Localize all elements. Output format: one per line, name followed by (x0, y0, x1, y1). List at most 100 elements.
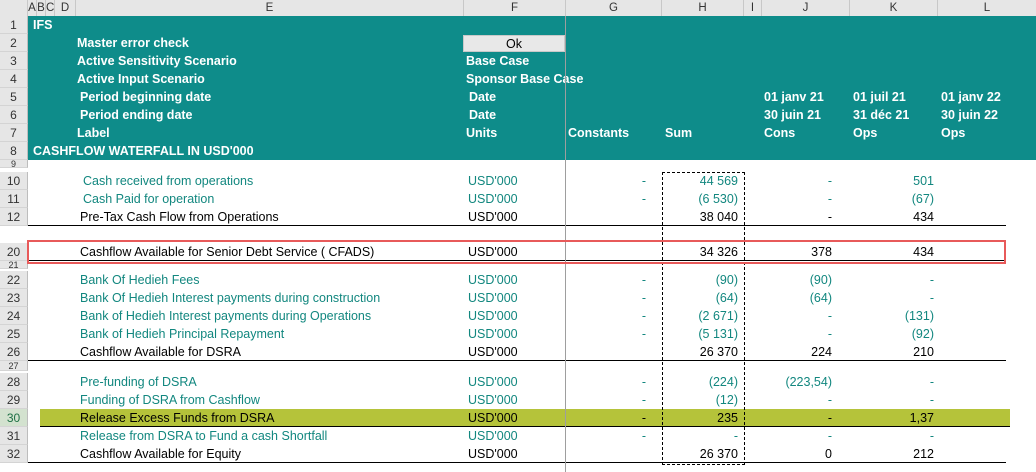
row-label[interactable]: Cash Paid for operation (83, 192, 215, 206)
units-cell[interactable]: USD'000 (468, 327, 518, 341)
period-k-cell[interactable]: 212 (913, 447, 934, 461)
units-cell[interactable]: USD'000 (468, 210, 518, 224)
constants-cell[interactable]: - (641, 393, 646, 407)
row-label[interactable]: Release from DSRA to Fund a cash Shortfa… (80, 429, 328, 443)
period-k-cell[interactable]: 210 (913, 345, 934, 359)
sum-cell[interactable]: (64) (715, 291, 738, 305)
units-cell[interactable]: USD'000 (468, 192, 518, 206)
row-label[interactable]: Bank Of Hedieh Interest payments during … (80, 291, 381, 305)
constants-cell[interactable]: - (641, 192, 646, 206)
row-header[interactable]: 12 (0, 208, 28, 226)
row-header[interactable]: 10 (0, 172, 28, 190)
row-header[interactable]: 28 (0, 373, 28, 391)
column-header[interactable]: D (55, 0, 76, 16)
column-header[interactable]: G (566, 0, 662, 16)
row-label[interactable]: Cashflow Available for DSRA (80, 345, 241, 359)
units-cell[interactable]: USD'000 (468, 245, 518, 259)
row-label[interactable]: Bank of Hedieh Interest payments during … (80, 309, 372, 323)
row-header[interactable]: 25 (0, 325, 28, 343)
units-cell[interactable]: USD'000 (468, 345, 518, 359)
period-k-cell[interactable]: 501 (913, 174, 934, 188)
row-header[interactable]: 23 (0, 289, 28, 307)
row-header[interactable]: 27 (0, 361, 28, 371)
constants-cell[interactable]: - (641, 174, 646, 188)
period-k-cell[interactable]: (92) (911, 327, 934, 341)
sum-cell[interactable]: 26 370 (699, 345, 738, 359)
row-label[interactable]: Cashflow Available for Equity (80, 447, 241, 461)
units-cell[interactable]: USD'000 (468, 291, 518, 305)
period-j-cell[interactable]: - (827, 429, 832, 443)
column-header[interactable]: I (744, 0, 762, 16)
sum-cell[interactable]: 235 (717, 411, 738, 425)
row-header[interactable]: 9 (0, 160, 28, 169)
period-k-cell[interactable]: (67) (911, 192, 934, 206)
period-j-cell[interactable]: - (827, 411, 832, 425)
sum-cell[interactable]: 34 326 (699, 245, 738, 259)
master-error-check-value[interactable]: Ok (463, 35, 565, 52)
row-label[interactable]: Bank of Hedieh Principal Repayment (80, 327, 285, 341)
sum-cell[interactable]: - (733, 429, 738, 443)
row-header[interactable]: 21 (0, 261, 28, 270)
period-k-cell[interactable]: 1,37 (909, 411, 934, 425)
sum-cell[interactable]: (224) (708, 375, 738, 389)
period-j-cell[interactable]: - (827, 174, 832, 188)
period-k-cell[interactable]: - (929, 273, 934, 287)
column-header[interactable]: A (28, 0, 37, 16)
period-j-cell[interactable]: 224 (811, 345, 832, 359)
period-j-cell[interactable]: (90) (809, 273, 832, 287)
row-label[interactable]: Pre-Tax Cash Flow from Operations (80, 210, 279, 224)
period-j-cell[interactable]: - (827, 309, 832, 323)
constants-cell[interactable]: - (641, 375, 646, 389)
units-cell[interactable]: USD'000 (468, 375, 518, 389)
column-header[interactable]: J (762, 0, 850, 16)
row-header[interactable]: 11 (0, 190, 28, 208)
column-header[interactable]: H (662, 0, 744, 16)
row-header[interactable]: 29 (0, 391, 28, 409)
column-header[interactable]: K (850, 0, 938, 16)
sum-cell[interactable]: (5 131) (698, 327, 738, 341)
column-header[interactable]: L (983, 2, 991, 14)
row-header[interactable]: 24 (0, 307, 28, 325)
sensitivity-scenario-value[interactable]: Base Case (466, 54, 530, 68)
period-j-cell[interactable]: - (827, 210, 832, 224)
sum-cell[interactable]: (6 530) (698, 192, 738, 206)
input-scenario-value[interactable]: Sponsor Base Case (466, 72, 584, 86)
units-cell[interactable]: USD'000 (468, 447, 518, 461)
sum-cell[interactable]: 26 370 (699, 447, 738, 461)
row-label[interactable]: Cashflow Available for Senior Debt Servi… (80, 245, 375, 259)
units-cell[interactable]: USD'000 (468, 411, 518, 425)
sum-cell[interactable]: 44 569 (699, 174, 738, 188)
constants-cell[interactable]: - (641, 291, 646, 305)
row-header[interactable]: 7 (0, 124, 28, 142)
column-header[interactable]: B (37, 0, 46, 16)
row-label[interactable]: Pre-funding of DSRA (80, 375, 197, 389)
units-cell[interactable]: USD'000 (468, 429, 518, 443)
row-header[interactable]: 2 (0, 34, 28, 52)
row-label[interactable]: Release Excess Funds from DSRA (80, 411, 275, 425)
period-k-cell[interactable]: 434 (913, 245, 934, 259)
period-k-cell[interactable]: (131) (904, 309, 934, 323)
period-k-cell[interactable]: 434 (913, 210, 934, 224)
column-header[interactable]: F (464, 0, 566, 16)
period-j-cell[interactable]: (223,54) (785, 375, 832, 389)
row-label[interactable]: Bank Of Hedieh Fees (80, 273, 200, 287)
constants-cell[interactable]: - (641, 273, 646, 287)
row-header[interactable]: 8 (0, 142, 28, 160)
column-header[interactable]: E (76, 0, 464, 16)
row-header[interactable]: 3 (0, 52, 28, 70)
sum-cell[interactable]: (2 671) (698, 309, 738, 323)
row-label[interactable]: Cash received from operations (83, 174, 254, 188)
sum-cell[interactable]: 38 040 (699, 210, 738, 224)
sum-cell[interactable]: (12) (715, 393, 738, 407)
row-header[interactable]: 31 (0, 427, 28, 445)
units-cell[interactable]: USD'000 (468, 309, 518, 323)
period-j-cell[interactable]: - (827, 393, 832, 407)
units-cell[interactable]: USD'000 (468, 273, 518, 287)
row-header[interactable]: 22 (0, 271, 28, 289)
constants-cell[interactable]: - (641, 411, 646, 425)
column-header[interactable]: C (46, 0, 55, 16)
constants-cell[interactable]: - (641, 309, 646, 323)
row-label[interactable]: Funding of DSRA from Cashflow (80, 393, 260, 407)
select-all-corner[interactable] (0, 0, 28, 16)
constants-cell[interactable]: - (641, 429, 646, 443)
